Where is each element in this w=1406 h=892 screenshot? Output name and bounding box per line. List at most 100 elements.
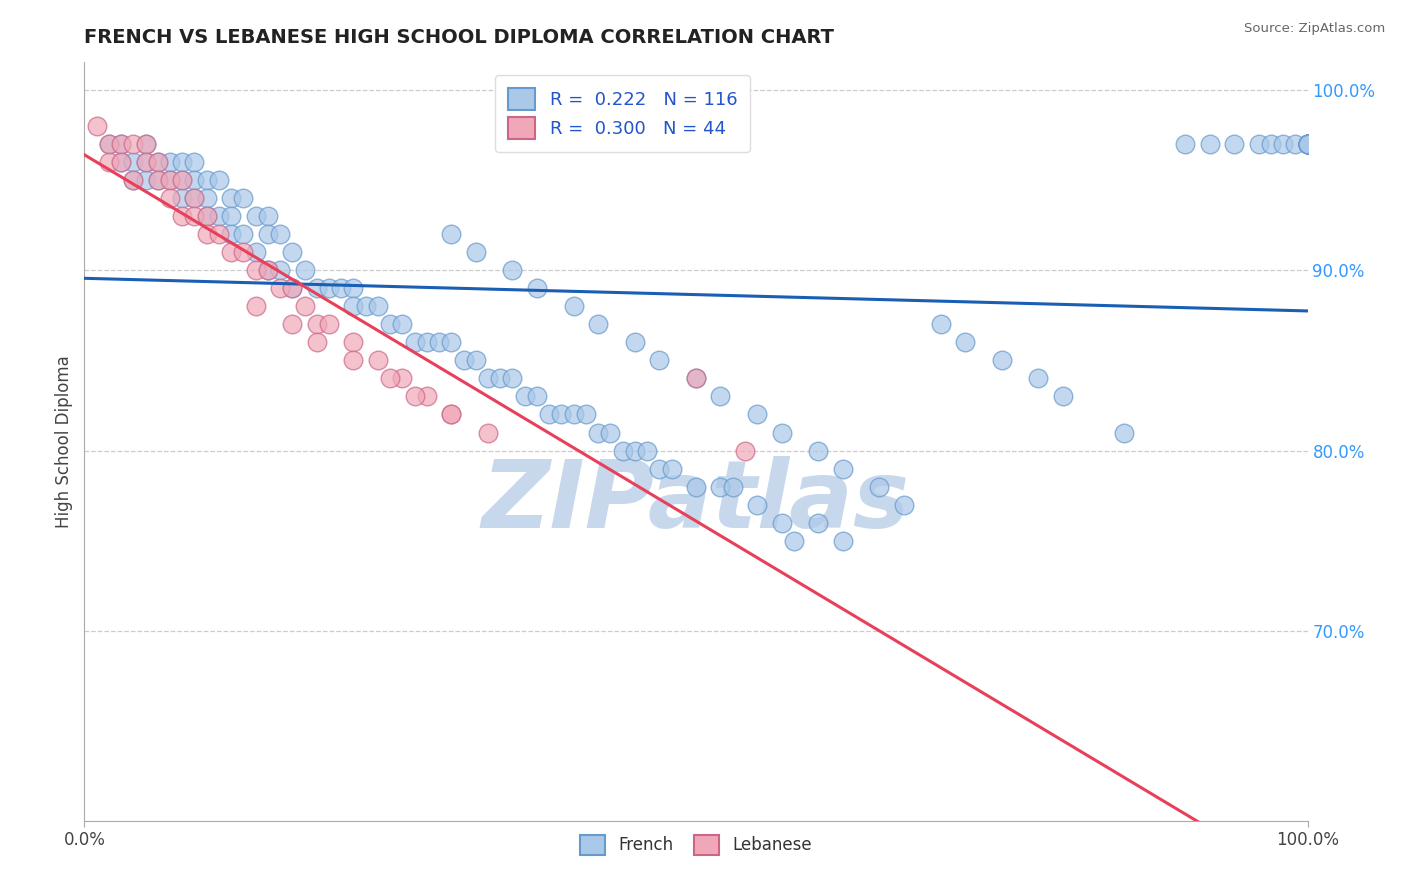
Point [747, 408, 769, 422]
Point [586, 425, 609, 440]
Point [1028, 371, 1050, 385]
Point [575, 408, 598, 422]
Point [208, 173, 231, 187]
Point [183, 154, 205, 169]
Point [685, 480, 707, 494]
Point [770, 516, 793, 530]
Point [709, 389, 731, 403]
Point [1296, 136, 1319, 151]
Point [427, 335, 450, 350]
Point [1296, 136, 1319, 151]
Point [97, 136, 120, 151]
Point [648, 353, 671, 368]
Point [367, 299, 389, 313]
Point [416, 389, 439, 403]
Point [709, 480, 731, 494]
Point [97, 154, 120, 169]
Point [135, 154, 157, 169]
Point [1198, 136, 1220, 151]
Point [122, 154, 145, 169]
Point [159, 173, 181, 187]
Point [550, 408, 572, 422]
Point [624, 443, 647, 458]
Point [219, 191, 242, 205]
Point [135, 136, 157, 151]
Point [159, 191, 181, 205]
Point [464, 353, 486, 368]
Point [661, 461, 683, 475]
Point [1284, 136, 1306, 151]
Point [526, 281, 548, 295]
Point [172, 173, 194, 187]
Point [342, 281, 364, 295]
Point [991, 353, 1014, 368]
Point [219, 244, 242, 259]
Point [1296, 136, 1319, 151]
Point [831, 461, 853, 475]
Point [232, 227, 254, 241]
Point [391, 317, 413, 331]
Point [245, 263, 267, 277]
Point [502, 263, 524, 277]
Point [636, 443, 658, 458]
Point [477, 371, 499, 385]
Point [245, 209, 267, 223]
Point [269, 227, 291, 241]
Point [172, 209, 194, 223]
Point [1296, 136, 1319, 151]
Point [257, 209, 280, 223]
Point [342, 299, 364, 313]
Point [294, 263, 316, 277]
Point [330, 281, 353, 295]
Point [612, 443, 634, 458]
Point [195, 209, 218, 223]
Point [269, 281, 291, 295]
Point [502, 371, 524, 385]
Point [599, 425, 621, 440]
Point [219, 209, 242, 223]
Point [232, 191, 254, 205]
Point [1272, 136, 1295, 151]
Point [159, 173, 181, 187]
Point [281, 281, 304, 295]
Point [440, 408, 463, 422]
Point [146, 154, 169, 169]
Point [208, 209, 231, 223]
Point [477, 425, 499, 440]
Point [562, 299, 585, 313]
Point [195, 191, 218, 205]
Point [183, 191, 205, 205]
Point [146, 154, 169, 169]
Point [172, 173, 194, 187]
Point [110, 136, 132, 151]
Text: FRENCH VS LEBANESE HIGH SCHOOL DIPLOMA CORRELATION CHART: FRENCH VS LEBANESE HIGH SCHOOL DIPLOMA C… [84, 28, 834, 47]
Point [318, 281, 340, 295]
Point [122, 173, 145, 187]
Point [110, 154, 132, 169]
Point [624, 335, 647, 350]
Point [159, 154, 181, 169]
Point [1296, 136, 1319, 151]
Point [172, 191, 194, 205]
Point [97, 136, 120, 151]
Point [1296, 136, 1319, 151]
Point [416, 335, 439, 350]
Point [440, 227, 463, 241]
Point [1223, 136, 1246, 151]
Point [172, 154, 194, 169]
Point [770, 425, 793, 440]
Point [1296, 136, 1319, 151]
Point [1296, 136, 1319, 151]
Point [380, 317, 402, 331]
Point [391, 371, 413, 385]
Point [440, 408, 463, 422]
Point [831, 533, 853, 548]
Point [721, 480, 744, 494]
Point [929, 317, 952, 331]
Point [1247, 136, 1270, 151]
Point [245, 244, 267, 259]
Text: Source: ZipAtlas.com: Source: ZipAtlas.com [1244, 22, 1385, 36]
Point [208, 227, 231, 241]
Point [146, 173, 169, 187]
Point [367, 353, 389, 368]
